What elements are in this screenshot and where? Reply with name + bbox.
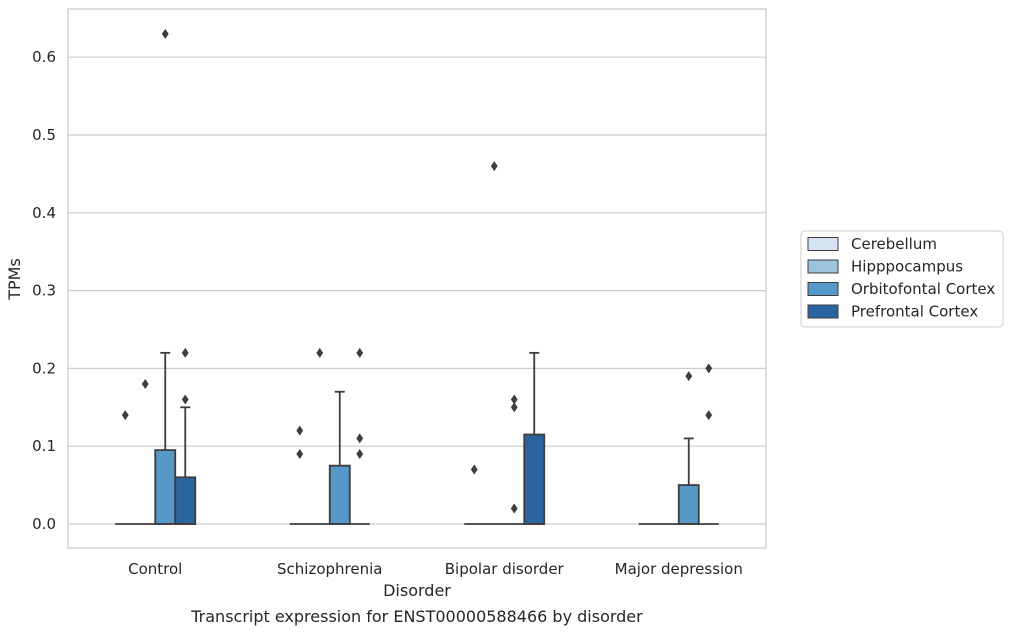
box-group [484,161,505,525]
outlier-point [121,410,129,421]
box [174,476,197,525]
outlier-point [296,448,304,459]
plot-background [68,9,766,548]
outlier-point [705,363,713,374]
box-group [174,347,197,525]
outlier-point [181,394,189,405]
box-group [464,464,485,525]
y-tick-label: 0.4 [32,204,56,222]
box-group [698,363,719,525]
legend-swatch [807,282,839,296]
x-tick-label: Control [128,560,182,578]
outlier-point [316,347,324,358]
legend: Cerebellum Hipppocampus Orbitofontal Corte… [800,230,1004,328]
y-tick-label: 0.2 [32,359,56,377]
box [328,464,351,525]
box [154,449,177,525]
box-group [289,425,310,525]
y-tick-labels: 0.0 0.1 0.2 0.3 0.4 0.5 0.6 [32,48,56,533]
legend-label: Hipppocampus [851,258,963,276]
outlier-point [510,394,518,405]
legend-swatch [807,237,839,251]
outlier-point [356,448,364,459]
legend-label: Prefrontal Cortex [851,303,978,321]
box-group [349,347,370,525]
legend-swatch [807,304,839,319]
legend-frame [800,230,1004,328]
box-group [154,28,177,525]
outlier-point [356,433,364,444]
outlier-point [470,464,478,475]
plot-frame [67,8,767,549]
y-tick-label: 0.1 [32,437,56,455]
x-axis-label: Disorder [383,581,451,600]
box-group [309,347,330,525]
outlier-point [161,28,169,39]
outlier-point [181,347,189,358]
outlier-point [296,425,304,436]
outlier-point [490,161,498,172]
chart-caption: Transcript expression for ENST0000058846… [190,607,643,626]
box-group [115,410,136,525]
box-group [504,394,525,525]
boxes [115,28,719,525]
box-group [135,378,156,525]
y-tick-label: 0.0 [32,515,56,533]
box-group [328,390,351,525]
outlier-point [510,402,518,413]
outlier-point [685,371,693,382]
legend-label: Orbitofontal Cortex [851,280,995,298]
box-group [677,371,700,525]
y-axis-label: TPMs [5,258,24,301]
outlier-point [510,503,518,514]
box [523,433,546,525]
outlier-point [705,410,713,421]
outlier-point [141,378,149,389]
outlier-point [356,347,364,358]
x-tick-label: Schizophrenia [277,560,382,578]
legend-label: Cerebellum [851,235,937,253]
x-tick-label: Major depression [615,560,743,578]
y-tick-label: 0.6 [32,48,56,66]
y-tick-label: 0.5 [32,126,56,144]
x-tick-labels: Control Schizophrenia Bipolar disorder Majo… [128,560,743,578]
box-group [523,351,546,525]
legend-swatch [807,259,839,274]
x-tick-label: Bipolar disorder [445,560,565,578]
y-tick-label: 0.3 [32,282,56,300]
box [677,484,700,525]
